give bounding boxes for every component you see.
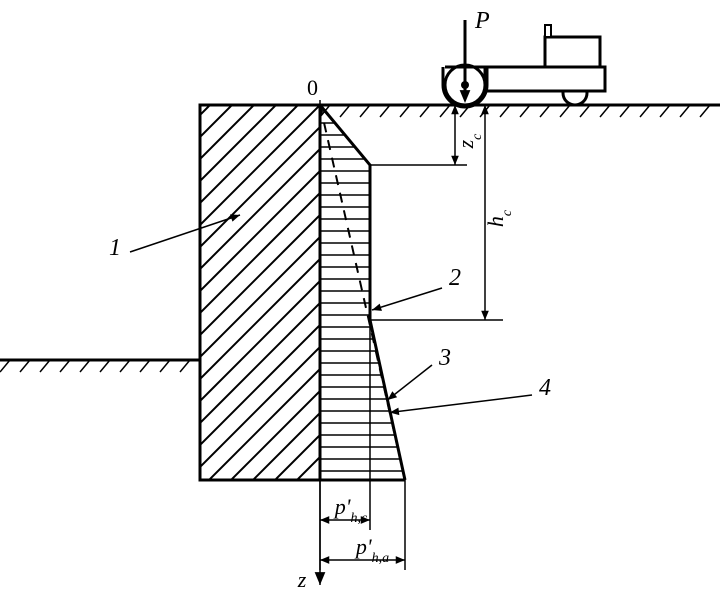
svg-text:2: 2: [449, 265, 461, 291]
svg-text:p'h,a: p'h,a: [354, 534, 389, 566]
svg-text:4: 4: [539, 375, 551, 401]
svg-text:zc: zc: [453, 133, 485, 150]
svg-text:p'h,c: p'h,c: [333, 494, 368, 526]
svg-text:3: 3: [438, 345, 451, 371]
svg-text:hc: hc: [483, 209, 515, 227]
svg-text:P: P: [474, 8, 490, 34]
svg-text:z: z: [297, 567, 307, 592]
svg-text:1: 1: [109, 235, 121, 261]
svg-text:0: 0: [307, 75, 318, 100]
